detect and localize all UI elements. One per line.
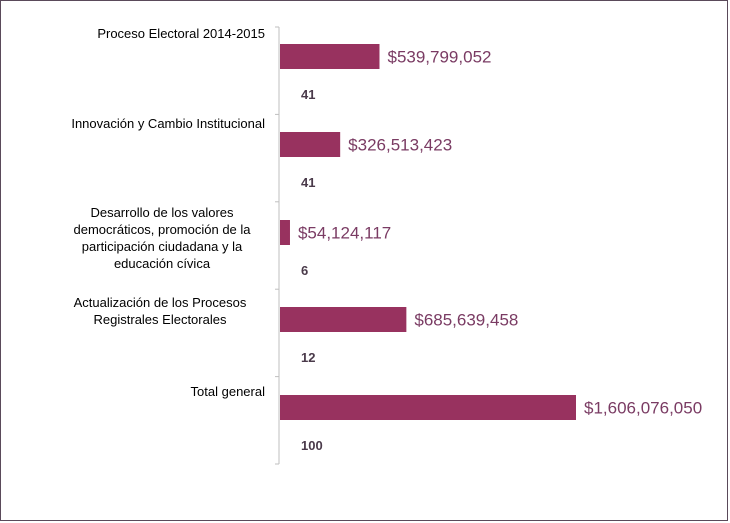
bar-amount-3	[280, 307, 407, 332]
bar-amount-0	[280, 44, 380, 69]
count-label-2: 6	[301, 263, 308, 278]
category-label-total-general: Total general	[190, 384, 265, 399]
amount-label-1: $326,513,423	[348, 136, 452, 155]
amount-label-0: $539,799,052	[387, 48, 491, 67]
amount-label-2: $54,124,117	[298, 224, 391, 243]
bar-amount-4	[280, 395, 576, 420]
count-label-1: 41	[301, 175, 315, 190]
category-label-proceso-electoral: Proceso Electoral 2014-2015	[97, 26, 265, 41]
category-label-actualizacion-registrales: Actualización de los Procesos Registrale…	[73, 295, 247, 327]
count-label-3: 12	[301, 350, 315, 365]
count-label-0: 41	[301, 87, 315, 102]
category-label-innovacion: Innovación y Cambio Institucional	[71, 116, 265, 131]
amount-label-3: $685,639,458	[414, 311, 518, 330]
count-label-4: 100	[301, 438, 323, 453]
bar-amount-2	[280, 220, 290, 245]
amount-label-4: $1,606,076,050	[584, 399, 702, 418]
category-label-desarrollo-valores: Desarrollo de los valores democráticos, …	[73, 205, 251, 271]
bar-amount-1	[280, 132, 341, 157]
